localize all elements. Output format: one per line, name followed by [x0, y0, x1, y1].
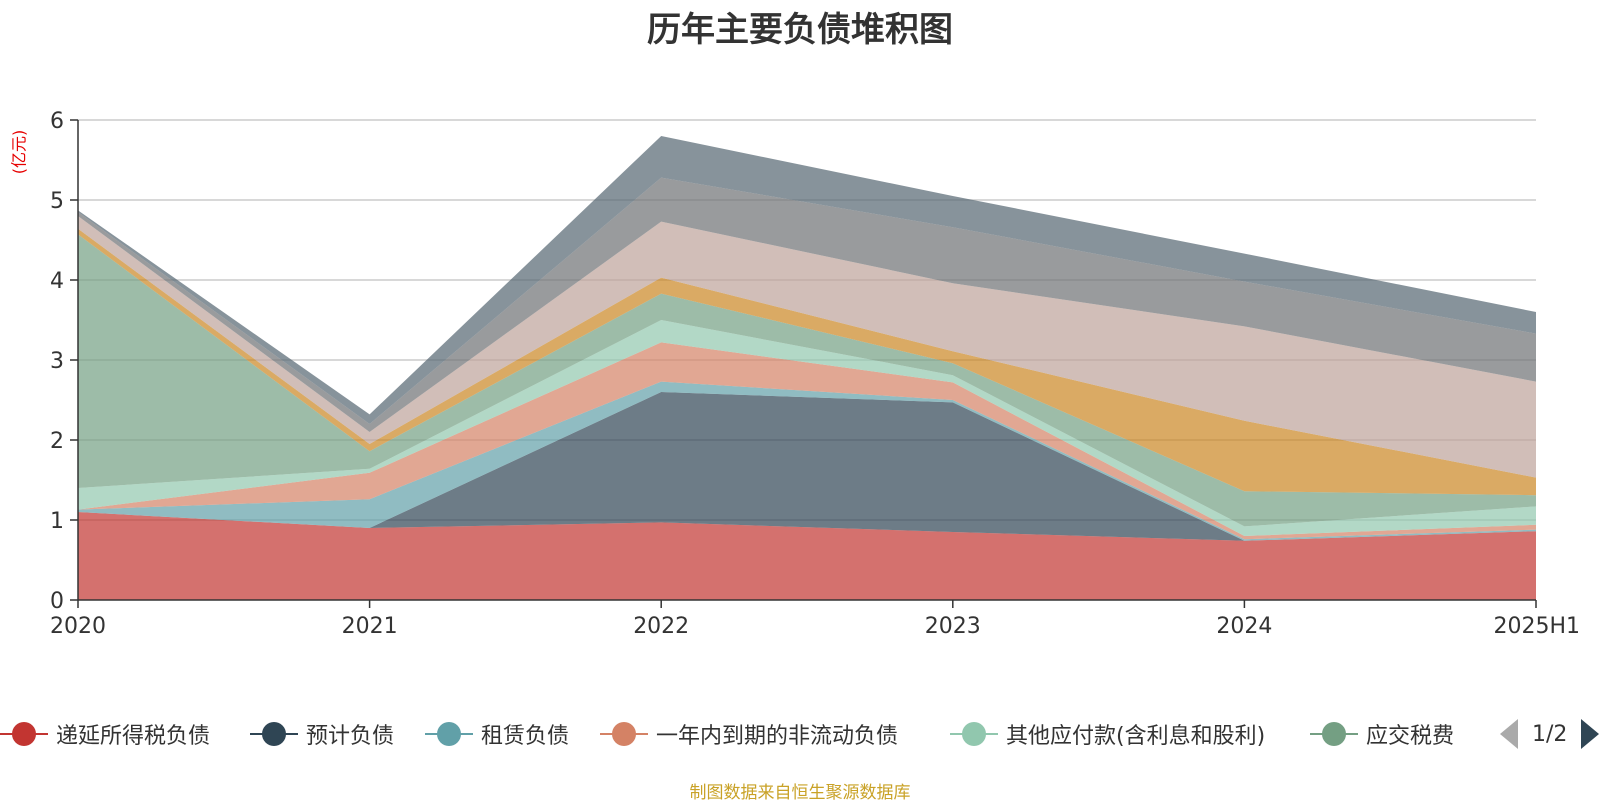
- legend-label: 递延所得税负债: [56, 724, 211, 749]
- area-series-7: [78, 216, 1536, 478]
- legend-item[interactable]: 一年内到期的非流动负债: [600, 712, 898, 756]
- legend-item[interactable]: 应交税费: [1310, 712, 1454, 756]
- legend-prev-icon[interactable]: [1500, 719, 1518, 749]
- legend-next-icon[interactable]: [1581, 719, 1600, 749]
- x-tick-label: 2025H1: [1493, 614, 1580, 639]
- area-series-6: [78, 228, 1536, 496]
- legend-marker-icon: [600, 722, 648, 746]
- legend-item[interactable]: 递延所得税负债: [0, 712, 210, 756]
- legend: 递延所得税负债 预计负债 租赁负债 一年内到期的非流动负债 其他应付款(含利息和股利) 应…: [0, 712, 1600, 756]
- y-tick-label: 4: [50, 269, 64, 294]
- y-tick-label: 5: [50, 189, 64, 214]
- legend-marker-icon: [0, 722, 48, 746]
- legend-marker-icon: [950, 722, 998, 746]
- chart-title: 历年主要负债堆积图: [647, 10, 953, 50]
- y-tick-label: 6: [50, 109, 64, 134]
- legend-item[interactable]: 预计负债: [250, 712, 394, 756]
- legend-pager: 1/2: [1500, 712, 1600, 756]
- legend-label: 一年内到期的非流动负债: [656, 724, 899, 749]
- legend-marker-icon: [425, 722, 473, 746]
- stacked-area-chart: 0 1 2 3 4 5 6 2020 2021 2022 2023 2024 2025H1: [50, 109, 1580, 639]
- x-tick-label: 2022: [633, 614, 689, 639]
- y-tick-label: 0: [50, 589, 64, 614]
- x-tick-label: 2020: [50, 614, 106, 639]
- area-series-5: [78, 234, 1536, 527]
- data-source-note: 制图数据来自恒生聚源数据库: [689, 783, 911, 803]
- x-tick-label: 2023: [925, 614, 981, 639]
- y-tick-label: 3: [50, 349, 64, 374]
- legend-marker-icon: [1310, 722, 1358, 746]
- legend-label: 其他应付款(含利息和股利): [1006, 724, 1266, 749]
- area-series-1: [78, 392, 1536, 541]
- legend-item[interactable]: 租赁负债: [425, 712, 569, 756]
- area-series-0: [78, 512, 1536, 600]
- legend-page-indicator: 1/2: [1532, 721, 1568, 747]
- area-series-8: [78, 177, 1536, 432]
- legend-label: 应交税费: [1366, 724, 1455, 749]
- y-tick-label: 1: [50, 509, 64, 534]
- legend-label: 租赁负债: [481, 724, 570, 749]
- x-tick-label: 2024: [1216, 614, 1272, 639]
- legend-item[interactable]: 其他应付款(含利息和股利): [950, 712, 1265, 756]
- x-tick-label: 2021: [342, 614, 398, 639]
- legend-marker-icon: [250, 722, 298, 746]
- legend-label: 预计负债: [306, 724, 395, 749]
- area-series-3: [78, 342, 1536, 540]
- y-tick-label: 2: [50, 429, 64, 454]
- area-series-9: [78, 136, 1536, 424]
